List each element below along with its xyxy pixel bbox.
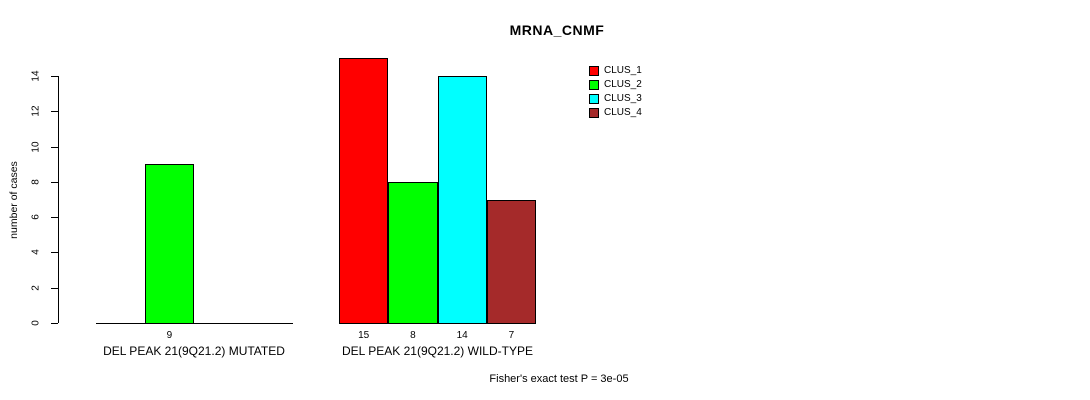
bar-clus_4-wild-type — [486, 199, 536, 324]
legend-row: CLUS_1 — [589, 66, 642, 76]
y-tick-label: 10 — [30, 141, 42, 153]
bar-value-label: 9 — [166, 330, 173, 341]
legend-row: CLUS_2 — [589, 80, 642, 90]
bar-clus_1-wild-type — [339, 58, 389, 324]
y-tick-label: 2 — [30, 284, 42, 291]
y-tick-label: 6 — [30, 214, 42, 220]
y-tick-label: 12 — [30, 105, 42, 117]
bar-clus_2-mutated — [144, 164, 194, 324]
category-label: DEL PEAK 21(9Q21.2) MUTATED — [103, 344, 285, 358]
y-tick — [51, 76, 58, 77]
legend-label: CLUS_3 — [604, 93, 642, 104]
y-tick — [51, 146, 58, 148]
y-tick — [51, 181, 58, 183]
group-baseline — [95, 323, 293, 324]
category-label: DEL PEAK 21(9Q21.2) WILD-TYPE — [342, 344, 533, 358]
y-tick — [51, 323, 58, 324]
bar-value-label: 15 — [358, 330, 370, 341]
y-tick-label: 8 — [30, 179, 42, 185]
legend-swatch-icon — [589, 66, 599, 76]
legend-swatch-icon — [589, 108, 599, 118]
legend-row: CLUS_4 — [589, 108, 642, 118]
legend-swatch-icon — [589, 80, 599, 90]
legend: CLUS_1 CLUS_2 CLUS_3 CLUS_4 — [589, 66, 642, 122]
y-axis-line — [58, 76, 59, 323]
bar-value-label: 14 — [456, 330, 468, 341]
y-tick — [51, 217, 58, 219]
y-tick-label: 0 — [30, 320, 42, 326]
bar-value-label: 7 — [508, 330, 515, 341]
y-tick-label: 4 — [30, 249, 42, 256]
y-tick — [51, 287, 58, 289]
legend-row: CLUS_3 — [589, 94, 642, 104]
bar-clus_2-wild-type — [388, 181, 438, 324]
chart-title: MRNA_CNMF — [509, 22, 605, 38]
legend-label: CLUS_1 — [604, 65, 642, 76]
legend-swatch-icon — [589, 94, 599, 104]
fisher-test-annotation: Fisher's exact test P = 3e-05 — [489, 373, 629, 385]
y-tick-label: 14 — [30, 70, 42, 82]
y-axis-label: number of cases — [8, 161, 20, 239]
legend-label: CLUS_2 — [604, 79, 642, 90]
y-tick — [51, 252, 58, 254]
bar-clus_3-wild-type — [437, 76, 487, 324]
y-tick — [51, 111, 58, 113]
bar-value-label: 8 — [410, 330, 416, 341]
legend-label: CLUS_4 — [604, 107, 642, 118]
